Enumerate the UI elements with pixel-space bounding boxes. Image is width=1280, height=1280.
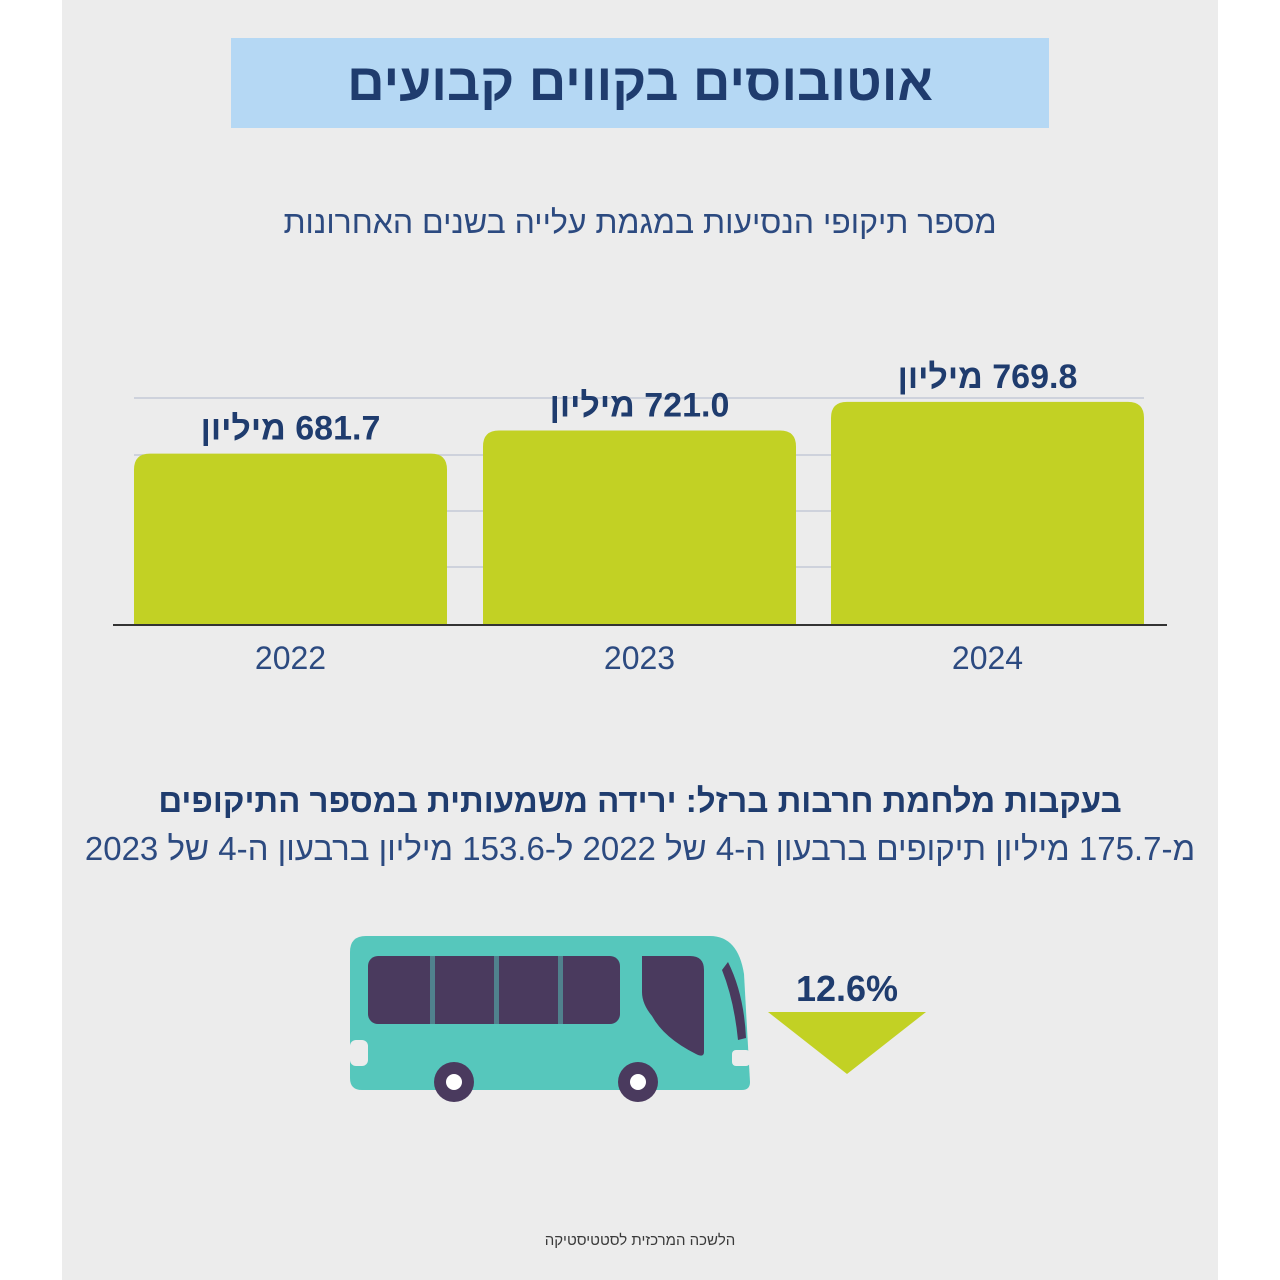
bar-2023 (483, 430, 796, 625)
down-triangle-icon (768, 1012, 926, 1074)
bar-2024 (831, 401, 1144, 625)
bus-icon (350, 936, 750, 1102)
chart-title: מספר תיקופי הנסיעות במגמת עלייה בשנים הא… (283, 204, 997, 240)
headline: בעקבות מלחמת חרבות ברזל: ירידה משמעותית … (158, 782, 1122, 819)
data-label-2023: 721.0 מיליון (550, 387, 730, 425)
bar-2022 (134, 453, 447, 625)
x-tick-label-2024: 2024 (952, 640, 1023, 676)
title-banner: אוטובוסים בקווים קבועים (231, 38, 1049, 128)
page-title: אוטובוסים בקווים קבועים (347, 54, 933, 112)
bar-chart: 681.7 מיליון 2022 721.0 מיליון 2023 769.8 מי… (113, 358, 1167, 676)
x-tick-label-2023: 2023 (604, 640, 675, 676)
x-tick-label-2022: 2022 (255, 640, 326, 676)
detail-text: מ-175.7 מיליון תיקופים ברבעון ה-4 של 202… (84, 830, 1196, 867)
data-label-2024: 769.8 מיליון (898, 358, 1078, 396)
decline-percentage: 12.6% (795, 968, 899, 1009)
data-label-2022: 681.7 מיליון (201, 410, 381, 448)
source-credit: הלשכה המרכזית לסטטיסטיקה (544, 1232, 736, 1249)
